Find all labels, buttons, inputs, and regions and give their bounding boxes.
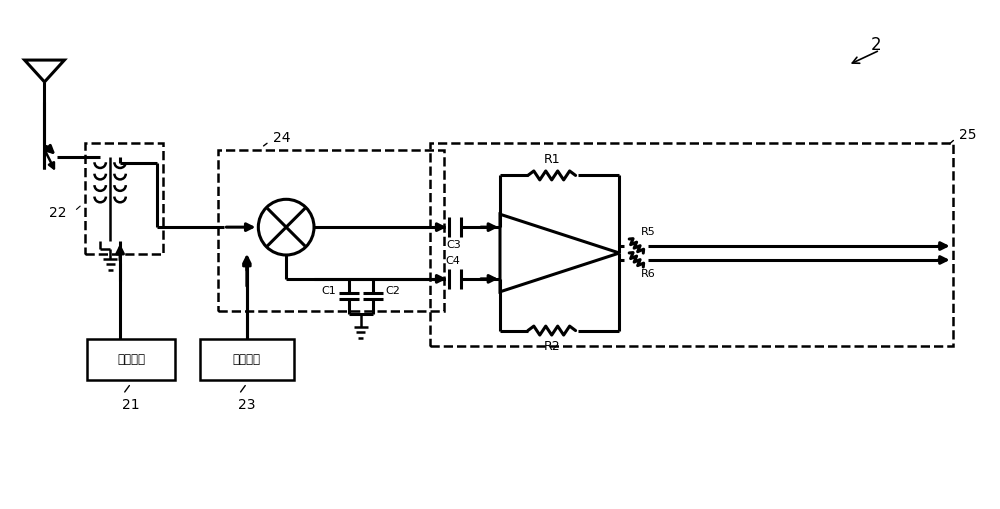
Bar (218, 150, 444, 310)
Text: C2: C2 (386, 286, 401, 296)
Text: R1: R1 (543, 153, 560, 166)
Text: 本振模块: 本振模块 (233, 353, 261, 366)
Bar (200, 338, 294, 380)
Text: 25: 25 (959, 128, 977, 142)
Bar (85, 143, 163, 254)
Text: R6: R6 (641, 269, 656, 279)
Text: C3: C3 (446, 240, 461, 250)
Text: C1: C1 (321, 286, 336, 296)
Text: 23: 23 (238, 398, 256, 412)
Bar (87, 338, 175, 380)
Text: 22: 22 (49, 206, 66, 220)
Text: C4: C4 (446, 256, 461, 266)
Text: 21: 21 (122, 398, 140, 412)
Text: R2: R2 (543, 340, 560, 353)
Bar (430, 143, 953, 347)
Text: 2: 2 (871, 36, 881, 54)
Text: 偏置模块: 偏置模块 (117, 353, 145, 366)
Text: R5: R5 (641, 227, 656, 237)
Text: 24: 24 (273, 131, 291, 145)
